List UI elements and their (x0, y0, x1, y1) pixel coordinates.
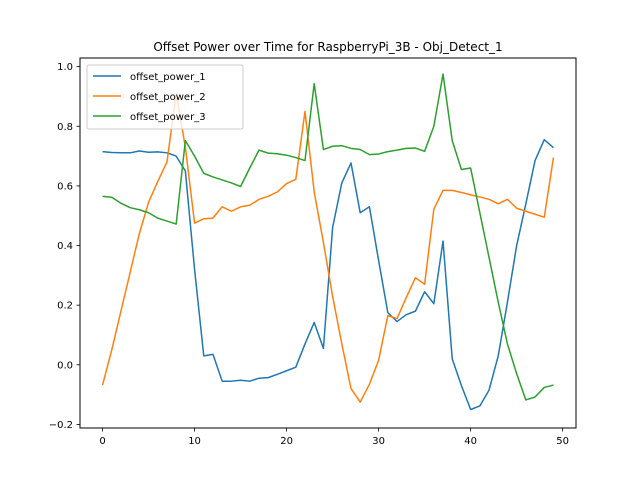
x-tick-label: 40 (464, 436, 477, 447)
y-tick-label: 0.2 (57, 301, 73, 312)
y-tick-label: 0.4 (57, 241, 73, 252)
legend-label-1: offset_power_1 (130, 72, 206, 83)
y-tick-label: 0.0 (57, 360, 73, 371)
chart-title: Offset Power over Time for RaspberryPi_3… (153, 40, 502, 54)
x-tick-label: 20 (280, 436, 293, 447)
legend-box (86, 64, 244, 130)
x-tick-label: 0 (99, 436, 105, 447)
legend: offset_power_1 offset_power_2 offset_power… (86, 64, 244, 130)
y-tick-label: 0.8 (57, 122, 73, 133)
y-tick-label: −0.2 (49, 420, 73, 431)
series-line-1 (102, 138, 554, 411)
x-tick-label: 10 (188, 436, 201, 447)
y-axis: −0.2 0.0 0.2 0.4 0.6 0.8 1.0 (49, 62, 80, 431)
y-tick-label: 0.6 (57, 181, 73, 192)
x-tick-label: 30 (372, 436, 385, 447)
legend-label-3: offset_power_3 (130, 112, 206, 123)
x-axis: 0 10 20 30 40 50 (99, 428, 569, 447)
legend-label-2: offset_power_2 (130, 92, 206, 103)
plot-frame (79, 57, 577, 429)
y-tick-label: 1.0 (57, 62, 73, 73)
series-line-3 (102, 73, 554, 401)
x-tick-label: 50 (556, 436, 569, 447)
